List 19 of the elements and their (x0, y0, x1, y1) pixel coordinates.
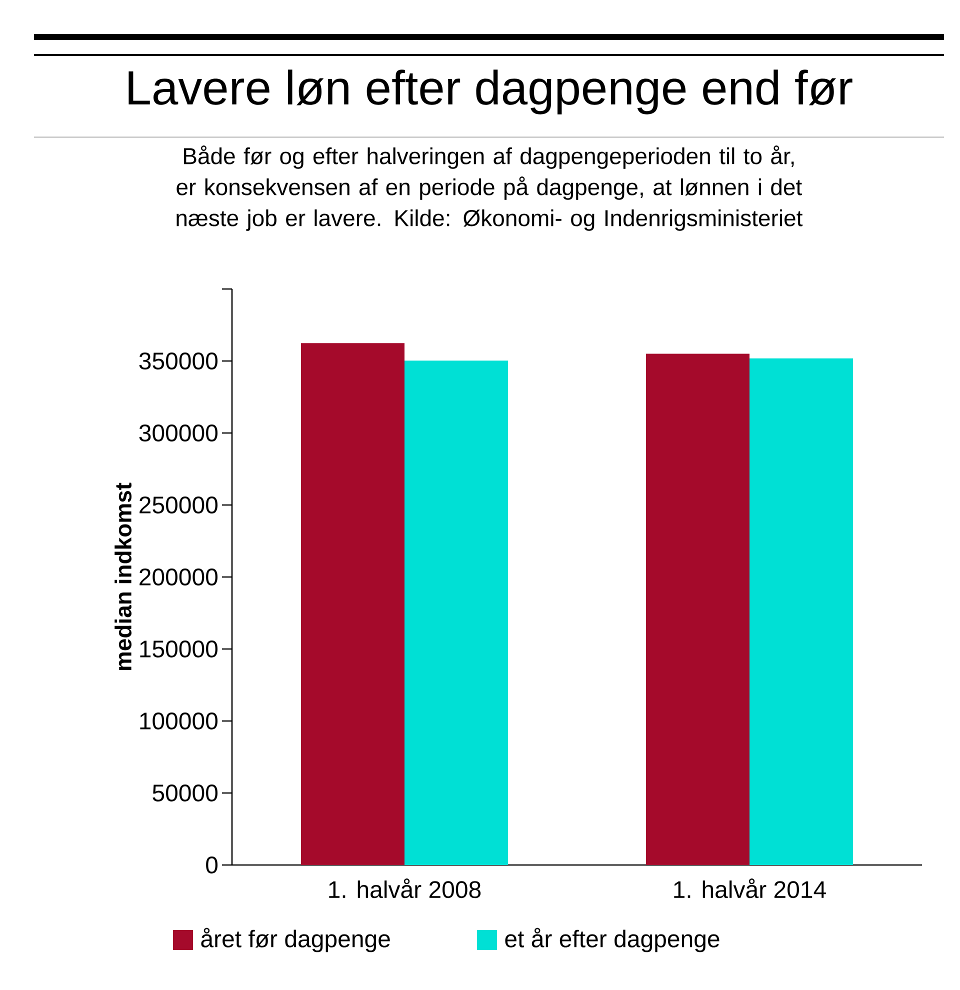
chart-subtitle: Både før og efter halveringen af dagpengeperioden til to år, er konsekvensen af en periode på dagpenge, at lønnen i det næste job er lavere. Kilde: Økonomi- og Indenrigsministeriet (176, 146, 803, 231)
y-tick-label: 0 (206, 856, 218, 874)
bar (301, 343, 404, 865)
y-tick-label: 100000 (140, 712, 218, 730)
legend-label: året før dagpenge (201, 928, 390, 952)
y-tick-label: 350000 (139, 352, 218, 370)
bar (404, 360, 508, 865)
y-tick-label: 50000 (152, 784, 218, 802)
y-tick-label: 150000 (140, 640, 218, 658)
bar (750, 358, 853, 865)
x-tick-label: 1. halvår 2014 (674, 878, 826, 898)
x-tick-label: 1. halvår 2008 (329, 878, 481, 898)
bar (646, 354, 750, 865)
y-tick-label: 300000 (139, 424, 218, 442)
y-axis-title: median indkomst (114, 482, 132, 670)
y-tick-label: 200000 (140, 568, 218, 586)
legend-label: et år efter dagpenge (505, 928, 720, 952)
chart-title: Lavere løn efter dagpenge end før (128, 70, 852, 114)
y-tick-label: 250000 (140, 496, 218, 514)
